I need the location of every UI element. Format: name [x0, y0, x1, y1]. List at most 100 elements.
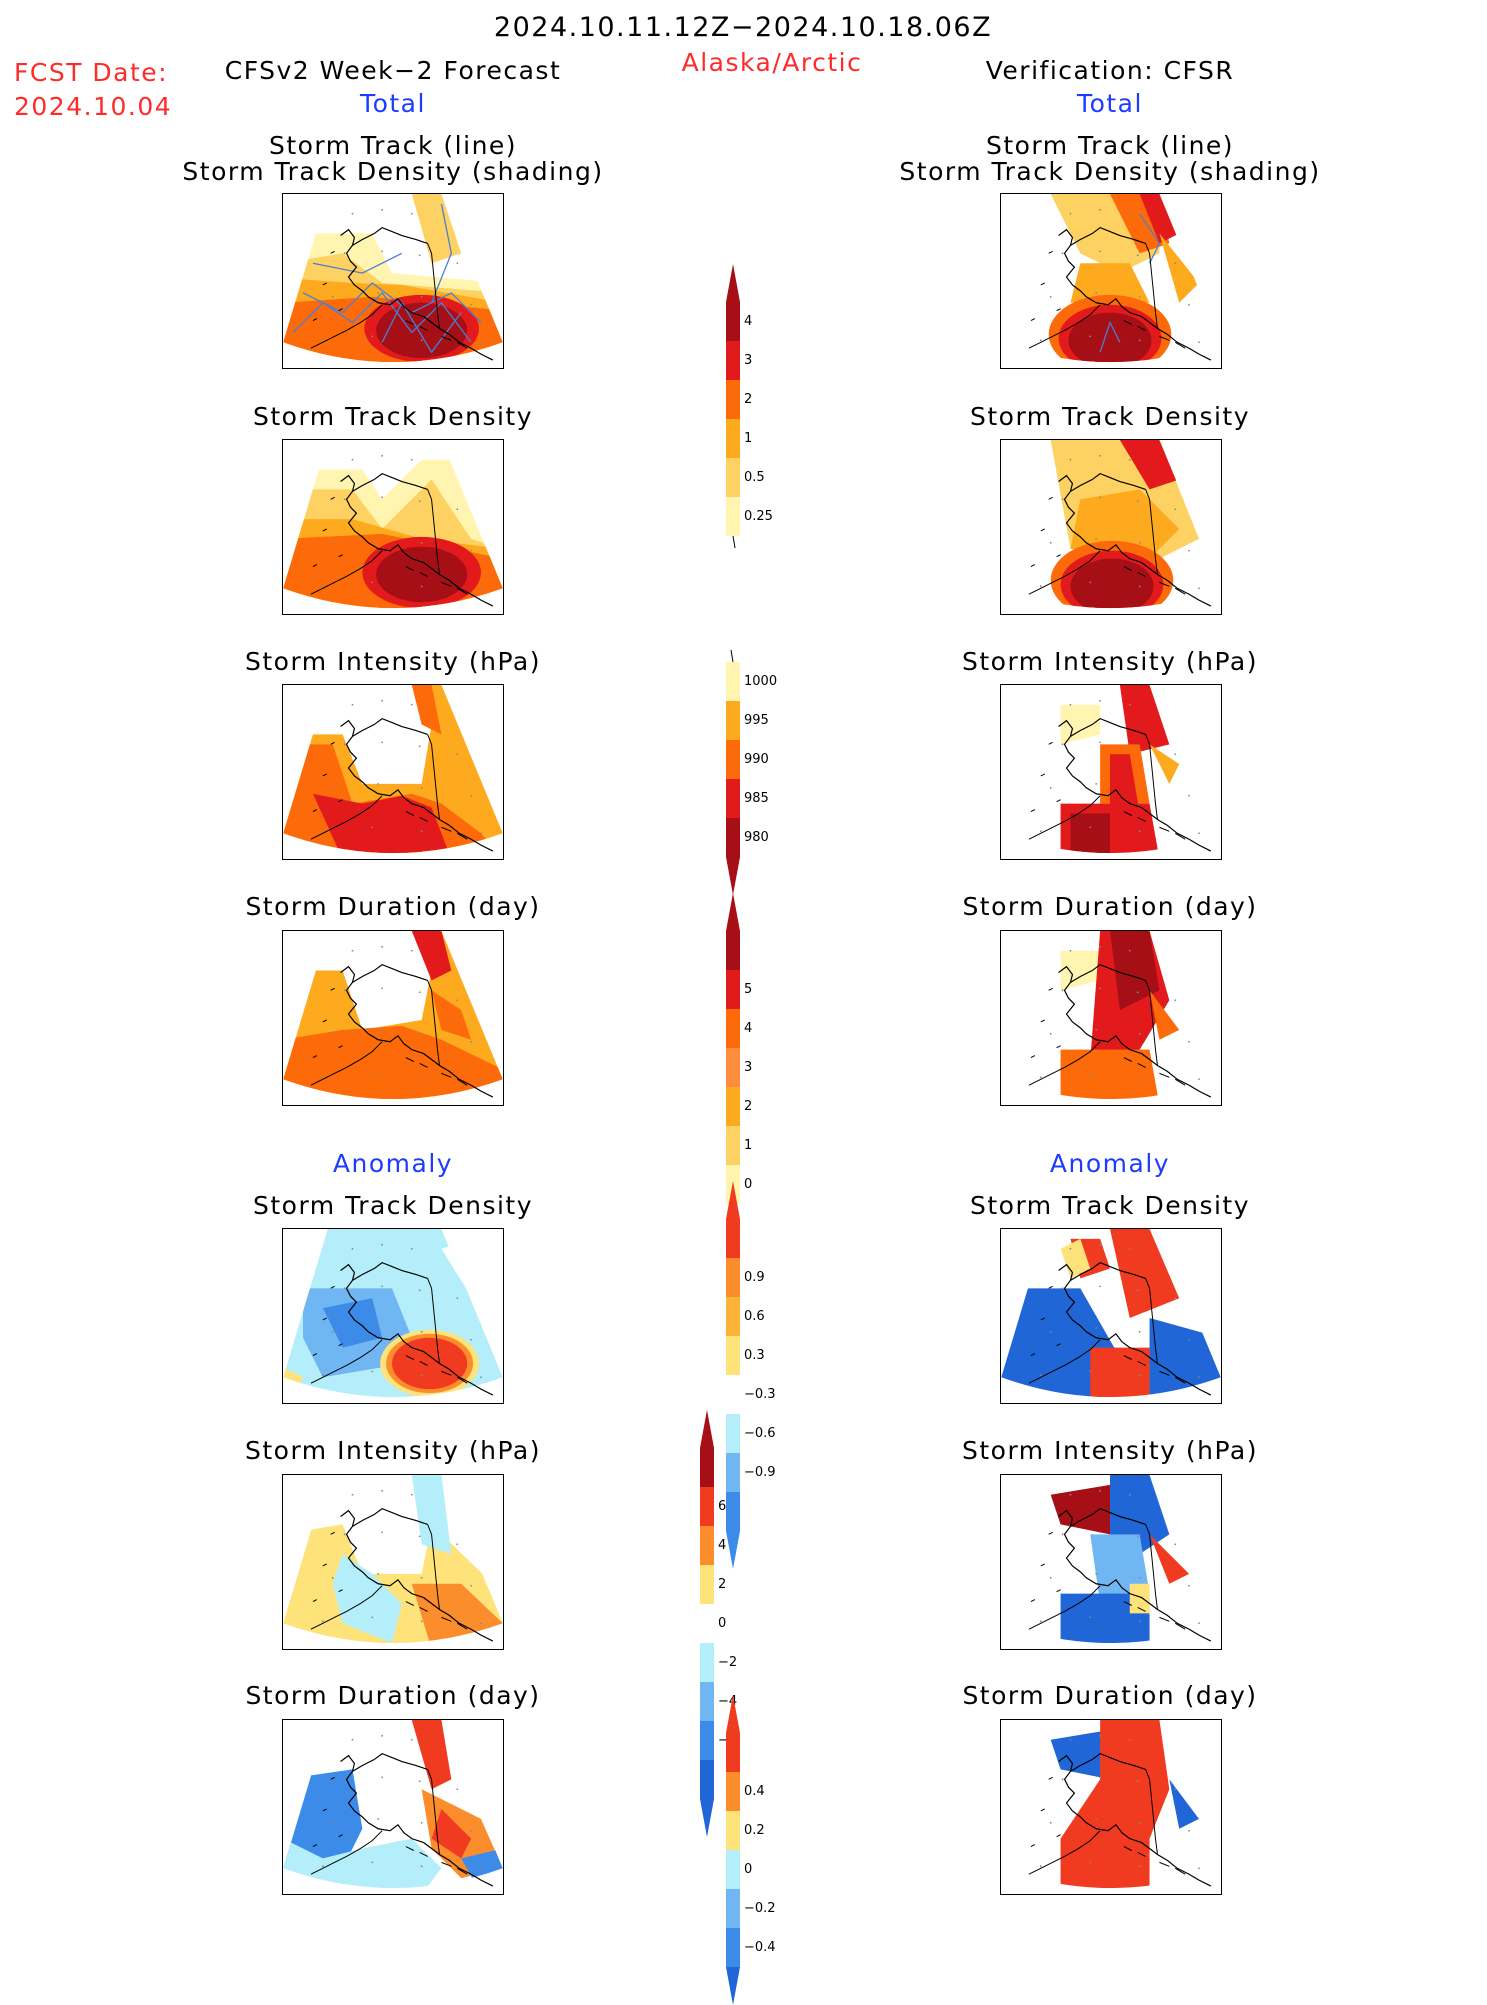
colorbar-tick-label: 980 — [744, 829, 769, 845]
colorbar-intensity: 1000 995 990 985 980 — [726, 649, 806, 895]
colorbar-top-arrow — [726, 893, 740, 931]
colorbar-graphic — [726, 649, 740, 895]
fcst-date-label: FCST Date: — [14, 58, 169, 87]
right-anomaly-label: Anomaly — [1049, 1149, 1171, 1178]
colorbar-duration: 5 4 3 2 1 0 — [726, 893, 806, 1217]
colorbar-tick-label: 2 — [744, 391, 753, 407]
forecast-intensity-anomaly-map — [282, 1474, 504, 1650]
colorbar-tick-label: 3 — [744, 352, 753, 368]
colorbar-density-anomaly: 0.9 0.6 0.3 −0.3 −0.6 −0.9 — [726, 1181, 806, 1569]
forecast-track-density-map — [282, 439, 504, 615]
colorbar-tick-label: 990 — [744, 751, 769, 767]
right-p7-title: Storm Duration (day) — [962, 1681, 1258, 1710]
colorbar-segment — [700, 1682, 714, 1721]
forecast-storm-track-map — [282, 193, 504, 369]
colorbar-top-arrow — [700, 1410, 714, 1448]
colorbar-duration-anomaly: 0.4 0.2 0 −0.2 −0.4 — [726, 1695, 806, 2005]
colorbar-segment — [726, 458, 740, 497]
colorbar-segment — [726, 1850, 740, 1889]
colorbar-tick-label: 4 — [718, 1537, 727, 1553]
colorbar-graphic — [726, 1181, 740, 1569]
colorbar-segment — [726, 1733, 740, 1772]
colorbar-segment — [726, 1087, 740, 1126]
colorbar-bottom-arrow — [726, 1531, 740, 1569]
colorbar-segment — [726, 1048, 740, 1087]
colorbar-tick-label: 4 — [744, 313, 753, 329]
colorbar-graphic — [700, 1410, 714, 1837]
colorbar-top-arrow — [726, 1695, 740, 1733]
colorbar-segment — [700, 1487, 714, 1526]
left-p5-title: Storm Track Density — [252, 1191, 534, 1220]
colorbar-tick-label: 0.3 — [744, 1347, 765, 1363]
colorbar-bottom-arrow — [700, 1799, 714, 1837]
fcst-date-value: 2024.10.04 — [14, 92, 173, 121]
colorbar-segment — [726, 779, 740, 818]
colorbar-segment — [700, 1760, 714, 1799]
left-p4-title: Storm Duration (day) — [245, 892, 541, 921]
colorbar-top-line — [730, 649, 734, 663]
colorbar-graphic — [726, 1695, 740, 2005]
colorbar-tick-label: 1 — [744, 1137, 753, 1153]
colorbar-segment — [726, 1492, 740, 1531]
colorbar-tick-label: 0.6 — [744, 1308, 765, 1324]
colorbar-segment — [726, 1258, 740, 1297]
verification-density-anomaly-map — [1000, 1228, 1222, 1404]
right-p4-title: Storm Duration (day) — [962, 892, 1258, 921]
forecast-density-anomaly-map — [282, 1228, 504, 1404]
colorbar-graphic — [726, 893, 740, 1217]
colorbar-segment — [726, 740, 740, 779]
forecast-title: CFSv2 Week−2 Forecast — [224, 56, 562, 85]
colorbar-segment — [726, 701, 740, 740]
colorbar-segment — [726, 1889, 740, 1928]
right-p3-title: Storm Intensity (hPa) — [962, 647, 1258, 676]
verification-track-density-map — [1000, 439, 1222, 615]
verification-intensity-map — [1000, 684, 1222, 860]
colorbar-segment — [726, 818, 740, 857]
colorbar-segment — [726, 662, 740, 701]
colorbar-segment — [726, 380, 740, 419]
right-p5-title: Storm Track Density — [969, 1191, 1251, 1220]
colorbar-graphic — [726, 264, 740, 549]
colorbar-tick-label: −0.4 — [744, 1939, 776, 1955]
colorbar-track-density: 4 3 2 1 0.5 0.25 — [726, 264, 806, 549]
left-p2-title: Storm Track Density — [252, 402, 534, 431]
colorbar-bottom-arrow — [726, 1967, 740, 2005]
colorbar-tick-label: 0.25 — [744, 508, 773, 524]
colorbar-segment — [726, 419, 740, 458]
right-p1-title-a: Storm Track (line) — [985, 131, 1235, 160]
colorbar-tick-label: 6 — [718, 1498, 727, 1514]
colorbar-tick-label: 1000 — [744, 673, 778, 689]
colorbar-tick-label: 1 — [744, 430, 753, 446]
left-anomaly-label: Anomaly — [332, 1149, 454, 1178]
colorbar-tick-label: 0 — [744, 1861, 753, 1877]
colorbar-tick-label: 0 — [744, 1176, 753, 1192]
colorbar-top-arrow — [726, 264, 740, 302]
colorbar-segment — [726, 1772, 740, 1811]
colorbar-segment — [726, 1375, 740, 1414]
colorbar-tick-label: 995 — [744, 712, 769, 728]
colorbar-segment — [726, 1219, 740, 1258]
colorbar-segment — [700, 1526, 714, 1565]
verification-storm-track-map — [1000, 193, 1222, 369]
colorbar-tick-label: 0.9 — [744, 1269, 765, 1285]
colorbar-tick-label: 5 — [744, 981, 753, 997]
region-title: Alaska/Arctic — [681, 48, 863, 77]
colorbar-tick-label: −0.3 — [744, 1386, 776, 1402]
colorbar-bottom-arrow — [726, 857, 740, 895]
colorbar-tick-label: 4 — [744, 1020, 753, 1036]
forecast-duration-map — [282, 930, 504, 1106]
right-p2-title: Storm Track Density — [969, 402, 1251, 431]
colorbar-segment — [726, 1414, 740, 1453]
colorbar-tick-label: 0.4 — [744, 1783, 765, 1799]
colorbar-segment — [726, 1336, 740, 1375]
colorbar-segment — [726, 931, 740, 970]
colorbar-segment — [700, 1604, 714, 1643]
colorbar-bottom-line — [732, 535, 736, 549]
colorbar-segment — [700, 1643, 714, 1682]
colorbar-segment — [726, 1126, 740, 1165]
left-p7-title: Storm Duration (day) — [245, 1681, 541, 1710]
colorbar-tick-label: 0.2 — [744, 1822, 765, 1838]
colorbar-tick-label: 3 — [744, 1059, 753, 1075]
colorbar-tick-label: 0.5 — [744, 469, 765, 485]
colorbar-tick-label: −0.2 — [744, 1900, 776, 1916]
